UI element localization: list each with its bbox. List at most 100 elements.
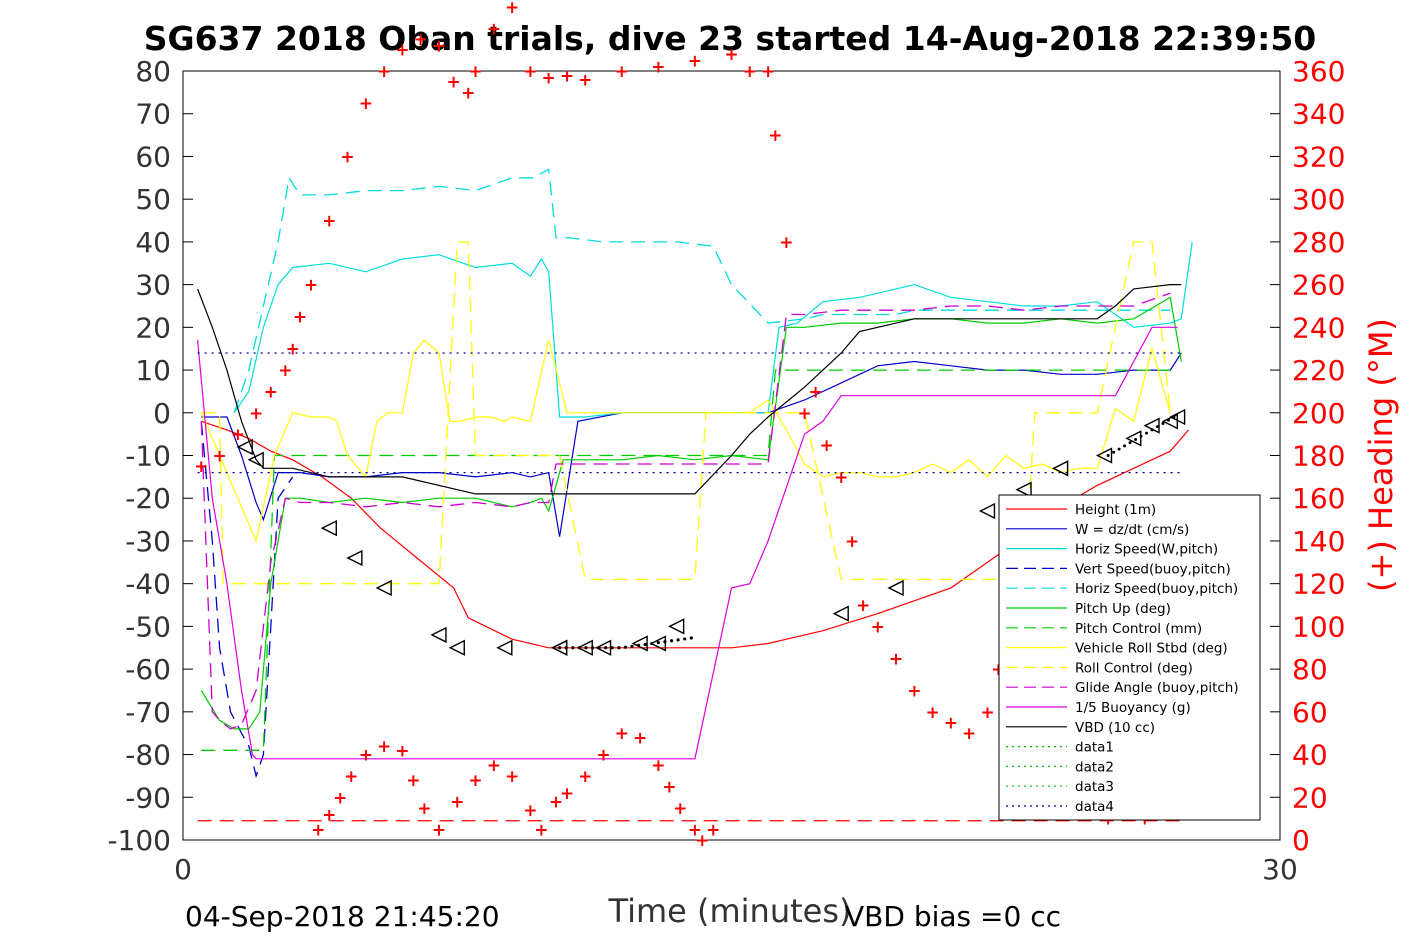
right-tick-label: 80 <box>1292 653 1328 686</box>
left-tick-label: 30 <box>135 269 171 302</box>
footer-date: 04-Sep-2018 21:45:20 <box>185 900 500 933</box>
heading-point: + <box>322 805 336 825</box>
right-axis: 3603403203002802602402202001801601401201… <box>1270 55 1345 857</box>
heading-point: + <box>487 19 501 39</box>
legend-label: W = dz/dt (cm/s) <box>1075 522 1189 538</box>
triangle-marker <box>448 639 465 656</box>
trail-dot <box>558 646 562 650</box>
legend-label: Vert Speed(buoy,pitch) <box>1075 561 1231 577</box>
triangle-marker <box>668 618 685 635</box>
trail-dot <box>1150 428 1154 432</box>
heading-point: + <box>845 532 859 552</box>
heading-point: + <box>333 788 347 808</box>
heading-point: + <box>962 724 976 744</box>
right-tick-label: 320 <box>1292 140 1345 173</box>
heading-point: + <box>560 784 574 804</box>
triangle-marker <box>236 438 253 456</box>
triangle-marker <box>631 635 648 652</box>
legend-label: Horiz Speed(buoy,pitch) <box>1075 581 1238 597</box>
right-tick-label: 200 <box>1292 397 1345 430</box>
legend-label: Vehicle Roll Stbd (deg) <box>1075 641 1228 657</box>
heading-point: + <box>249 404 263 424</box>
legend-label: 1/5 Buoyancy (g) <box>1075 700 1191 716</box>
heading-point: + <box>432 820 446 840</box>
trail-dot <box>1128 441 1132 445</box>
heading-point: + <box>761 62 775 82</box>
right-tick-label: 300 <box>1292 183 1345 216</box>
trail-dot <box>643 642 647 647</box>
heading-point: + <box>395 41 409 61</box>
legend-label: VBD (10 cc) <box>1075 720 1155 736</box>
trail-dot <box>571 646 575 650</box>
trail-dot <box>637 643 641 647</box>
heading-point: + <box>417 799 431 819</box>
triangle-marker <box>978 502 996 520</box>
heading-point: + <box>889 649 903 669</box>
heading-point: + <box>487 756 501 776</box>
right-tick-label: 260 <box>1292 269 1345 302</box>
trail-dot <box>1145 431 1149 435</box>
heading-point: + <box>743 62 757 82</box>
heading-point: + <box>395 741 409 761</box>
heading-point: + <box>359 746 373 766</box>
heading-point: + <box>907 681 921 701</box>
trail-dot <box>630 644 634 648</box>
heading-point: + <box>695 831 709 851</box>
legend-label: Height (1m) <box>1075 502 1156 518</box>
triangle-marker <box>832 605 849 622</box>
right-tick-label: 220 <box>1292 354 1345 387</box>
triangle-marker <box>1052 460 1069 477</box>
left-tick-label: 60 <box>135 140 171 173</box>
heading-point: + <box>311 820 325 840</box>
heading-point: + <box>706 820 720 840</box>
right-tick-label: 360 <box>1292 55 1345 88</box>
heading-point: + <box>615 724 629 744</box>
heading-point: + <box>450 793 464 813</box>
triangle-marker <box>1161 413 1179 430</box>
series-roll-control-deg <box>201 241 1171 585</box>
triangle-marker <box>247 451 264 468</box>
heading-point: + <box>856 596 870 616</box>
heading-point: + <box>344 767 358 787</box>
trail-dot <box>584 646 588 650</box>
heading-point: + <box>651 58 665 78</box>
trail-dot <box>623 645 628 649</box>
heading-point: + <box>724 45 738 65</box>
heading-point: + <box>779 233 793 253</box>
right-tick-label: 240 <box>1292 311 1345 344</box>
heading-point: + <box>377 62 391 82</box>
heading-point: + <box>688 51 702 71</box>
heading-point: + <box>596 746 610 766</box>
heading-point: + <box>560 66 574 86</box>
trail-dot <box>590 646 595 650</box>
left-tick-label: 80 <box>135 55 171 88</box>
right-tick-label: 120 <box>1292 568 1345 601</box>
triangle-marker <box>430 626 447 644</box>
x-axis-label: Time (minutes) <box>608 892 852 930</box>
heading-point: + <box>615 62 629 82</box>
heading-point: + <box>304 276 318 296</box>
heading-point: + <box>340 147 354 167</box>
heading-point: + <box>194 457 208 477</box>
heading-point: + <box>264 382 278 402</box>
heading-point: + <box>523 62 537 82</box>
left-tick-label: 10 <box>135 354 171 387</box>
heading-point: + <box>359 94 373 114</box>
right-tick-label: 180 <box>1292 440 1345 473</box>
legend-label: Roll Control (deg) <box>1075 660 1193 676</box>
left-tick-label: -60 <box>125 653 171 686</box>
heading-point: + <box>944 714 958 734</box>
heading-point: + <box>212 447 226 467</box>
right-axis-label: (+) Heading (°M) <box>1362 318 1400 592</box>
heading-point: + <box>578 71 592 91</box>
heading-point: + <box>925 703 939 723</box>
right-tick-label: 280 <box>1292 226 1345 259</box>
heading-point: + <box>688 820 702 840</box>
left-tick-label: -90 <box>125 781 171 814</box>
heading-point: + <box>673 799 687 819</box>
left-tick-label: -80 <box>125 739 171 772</box>
trail-dot <box>1161 421 1165 425</box>
marker-layer <box>236 408 1186 656</box>
trail-dot <box>656 641 660 645</box>
